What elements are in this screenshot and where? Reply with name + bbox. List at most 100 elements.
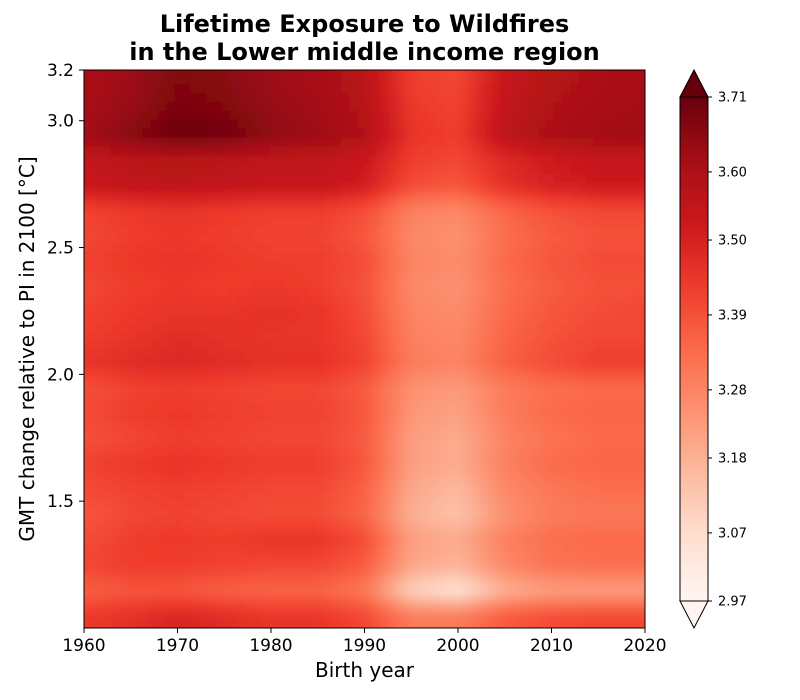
heatmap-cell	[609, 623, 619, 628]
heatmap-cell	[467, 508, 477, 518]
heatmap-cell	[190, 207, 200, 218]
heatmap-cell	[475, 384, 484, 394]
heatmap-cell	[174, 260, 184, 271]
heatmap-cell	[451, 410, 461, 421]
heatmap-cell	[222, 340, 231, 350]
heatmap-cell	[641, 295, 645, 306]
heatmap-cell	[150, 207, 160, 218]
heatmap-cell	[364, 154, 374, 165]
heatmap-cell	[127, 499, 136, 509]
heatmap-cell	[142, 154, 152, 165]
heatmap-cell	[506, 145, 516, 156]
heatmap-cell	[119, 331, 128, 341]
heatmap-cell	[593, 561, 603, 571]
heatmap-cell	[277, 472, 287, 483]
heatmap-cell	[356, 154, 366, 165]
heatmap-cell	[135, 508, 144, 518]
heatmap-cell	[451, 623, 461, 628]
heatmap-cell	[87, 83, 97, 94]
heatmap-cell	[293, 446, 303, 456]
heatmap-cell	[64, 535, 73, 545]
heatmap-cell	[427, 278, 437, 288]
heatmap-cell	[214, 225, 223, 235]
heatmap-cell	[506, 163, 516, 174]
heatmap-cell	[95, 242, 105, 253]
heatmap-cell	[127, 463, 136, 474]
heatmap-cell	[586, 322, 595, 333]
heatmap-cell	[87, 331, 97, 341]
heatmap-cell	[135, 587, 144, 598]
heatmap-cell	[332, 508, 342, 518]
heatmap-cell	[649, 243, 658, 253]
heatmap-cell	[64, 146, 73, 156]
heatmap-cell	[419, 313, 429, 324]
heatmap-cell	[72, 543, 81, 553]
heatmap-cell	[150, 110, 160, 120]
heatmap-cell	[578, 561, 587, 571]
heatmap-cell	[72, 146, 81, 156]
heatmap-cell	[609, 384, 619, 394]
heatmap-cell	[499, 172, 508, 182]
heatmap-cell	[443, 490, 453, 501]
heatmap-cell	[190, 455, 200, 465]
heatmap-cell	[499, 508, 508, 518]
heatmap-cell	[506, 596, 516, 607]
heatmap-cell	[64, 340, 73, 350]
heatmap-cell	[182, 92, 192, 103]
heatmap-cell	[364, 145, 374, 156]
heatmap-cell	[593, 463, 603, 474]
heatmap-cell	[245, 623, 255, 628]
heatmap-cell	[340, 623, 350, 628]
heatmap-cell	[269, 119, 279, 129]
heatmap-cell	[230, 357, 239, 368]
heatmap-cell	[491, 463, 500, 474]
heatmap-cell	[578, 181, 587, 191]
heatmap-cell	[419, 295, 429, 306]
heatmap-cell	[317, 481, 326, 492]
heatmap-cell	[499, 234, 508, 244]
heatmap-cell	[309, 110, 318, 120]
heatmap-cell	[222, 393, 231, 403]
heatmap-cell	[506, 198, 516, 209]
heatmap-cell	[633, 349, 643, 359]
heatmap-cell	[150, 481, 160, 492]
heatmap-cell	[356, 83, 366, 94]
heatmap-cell	[103, 543, 113, 554]
heatmap-cell	[166, 561, 176, 571]
heatmap-cell	[198, 340, 208, 350]
heatmap-cell	[364, 384, 374, 394]
heatmap-cell	[158, 278, 168, 288]
heatmap-cell	[56, 579, 65, 589]
heatmap-cell	[491, 234, 500, 244]
heatmap-cell	[609, 481, 619, 492]
heatmap-cell	[198, 101, 208, 112]
heatmap-cell	[277, 172, 287, 182]
heatmap-cell	[443, 623, 453, 628]
heatmap-cell	[324, 340, 334, 350]
heatmap-cell	[293, 569, 303, 580]
heatmap-cell	[427, 295, 437, 306]
heatmap-cell	[237, 490, 247, 501]
heatmap-cell	[135, 366, 144, 377]
heatmap-cell	[459, 481, 469, 492]
heatmap-cell	[586, 234, 595, 244]
heatmap-cell	[135, 181, 144, 191]
heatmap-cell	[111, 322, 121, 333]
heatmap-cell	[483, 331, 492, 341]
heatmap-cell	[158, 128, 168, 138]
heatmap-cell	[261, 189, 271, 200]
heatmap-cell	[293, 437, 303, 448]
heatmap-cell	[554, 490, 564, 501]
heatmap-cell	[625, 437, 635, 448]
heatmap-cell	[317, 552, 326, 562]
heatmap-cell	[617, 516, 627, 527]
heatmap-cell	[324, 189, 334, 200]
heatmap-cell	[459, 70, 469, 76]
heatmap-cell	[356, 92, 366, 103]
heatmap-cell	[372, 605, 382, 615]
heatmap-cell	[198, 463, 208, 474]
heatmap-cell	[119, 189, 128, 200]
heatmap-cell	[324, 516, 334, 527]
heatmap-cell	[309, 181, 318, 191]
heatmap-cell	[261, 225, 271, 235]
